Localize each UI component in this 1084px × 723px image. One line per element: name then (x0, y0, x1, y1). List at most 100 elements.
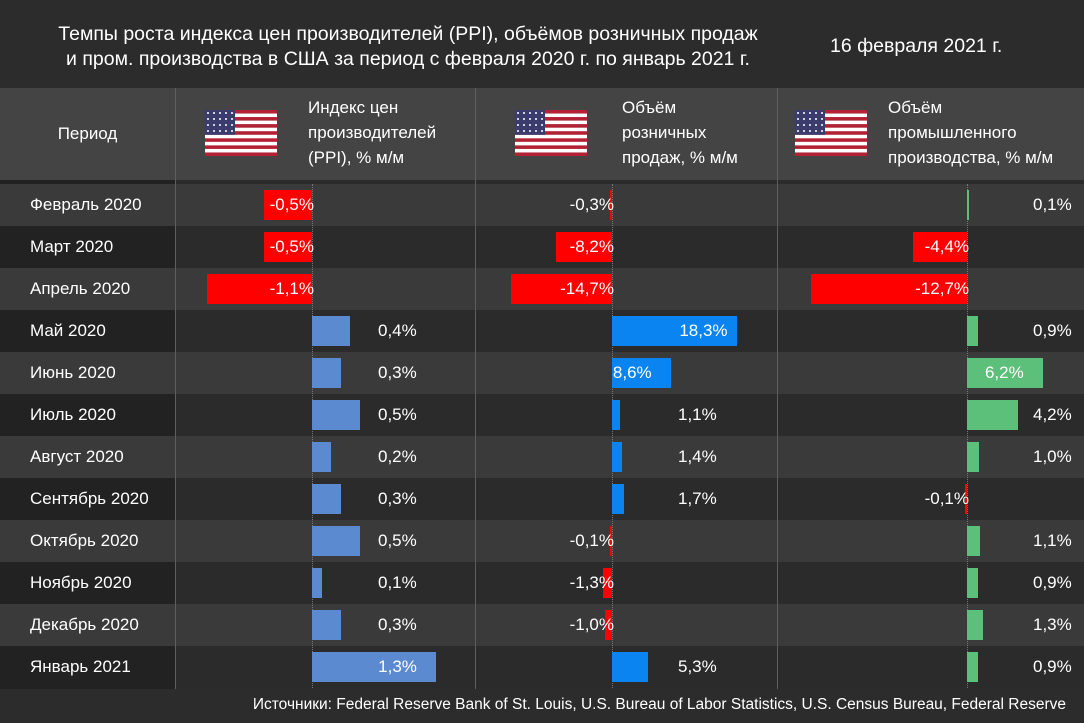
value-label: 0,1% (1033, 195, 1072, 214)
value-label: 0,2% (378, 447, 417, 466)
value-label: 1,3% (1033, 615, 1072, 634)
source-note: Источники: Federal Reserve Bank of St. L… (252, 696, 1066, 713)
bar-retail (555, 232, 612, 262)
bar-retail (612, 442, 622, 472)
bar-industrial (967, 442, 980, 472)
value-label: -14,7% (560, 279, 614, 298)
value-label: -0,3% (569, 195, 614, 214)
bar-retail (609, 190, 612, 220)
bar-industrial (967, 358, 1043, 388)
bar-retail (603, 568, 612, 598)
value-label: 6,2% (984, 363, 1024, 382)
bar-retail (612, 484, 624, 514)
bar-ppi (264, 190, 312, 220)
value-label: 1,4% (678, 447, 717, 466)
bar-industrial (811, 274, 967, 304)
value-label: 1,3% (378, 657, 417, 676)
value-label: -8,2% (569, 237, 614, 256)
value-label: 0,9% (1033, 321, 1072, 340)
bar-retail (612, 652, 649, 682)
bar-retail (612, 358, 671, 388)
date-label: 16 февраля 2021 г. (830, 35, 1003, 57)
row-label: Март 2020 (30, 237, 114, 256)
column-separator (777, 88, 778, 689)
row-label: Ноябрь 2020 (30, 573, 132, 592)
bar-industrial (967, 610, 983, 640)
bar-ppi (312, 610, 341, 640)
row-band (0, 352, 1084, 394)
title-line-1: Темпы роста индекса цен производителей (… (58, 23, 758, 45)
row-label: Май 2020 (30, 321, 106, 340)
bar-ppi (312, 652, 437, 682)
column-header-ppi: производителей (308, 123, 437, 142)
bar-industrial (967, 400, 1019, 430)
row-band (0, 520, 1084, 562)
value-label: -0,1% (569, 531, 614, 550)
row-label: Сентябрь 2020 (30, 489, 149, 508)
row-band (0, 436, 1084, 478)
value-label: 0,5% (378, 531, 417, 550)
value-label: -12,7% (915, 279, 969, 298)
value-label: 1,0% (1033, 447, 1072, 466)
row-label: Февраль 2020 (30, 195, 142, 214)
bar-retail (605, 610, 612, 640)
column-header-ppi: Индекс цен (308, 98, 399, 117)
bar-ppi (312, 568, 322, 598)
row-label: Январь 2021 (30, 657, 131, 676)
bar-ppi (206, 274, 312, 304)
title-bar (0, 0, 1084, 88)
row-label: Апрель 2020 (30, 279, 131, 298)
value-label: 0,1% (378, 573, 417, 592)
column-separator (475, 88, 476, 689)
value-label: -1,0% (569, 615, 614, 634)
row-label: Июнь 2020 (30, 363, 116, 382)
bar-ppi (264, 232, 312, 262)
value-label: -0,1% (924, 489, 969, 508)
bar-industrial (967, 190, 969, 220)
bar-ppi (312, 442, 332, 472)
zero-line-ppi (312, 184, 314, 688)
zero-line-retail (612, 184, 614, 688)
bar-industrial (967, 652, 979, 682)
footer-bar (0, 689, 1084, 723)
zero-line-industrial (967, 184, 969, 688)
period-header: Период (57, 124, 118, 143)
bar-retail (511, 274, 612, 304)
value-label: 4,2% (1033, 405, 1072, 424)
column-header-ppi: (PPI), % м/м (308, 148, 405, 167)
chart-title: Темпы роста индекса цен производителей (… (18, 22, 798, 72)
us-flag-icon (795, 110, 867, 157)
value-label: 0,9% (1033, 657, 1072, 676)
value-label: 1,1% (678, 405, 717, 424)
title-line-2: и пром. производства в США за период с ф… (66, 48, 750, 70)
row-band (0, 184, 1084, 226)
value-label: 18,3% (679, 321, 728, 340)
value-label: -0,5% (269, 195, 314, 214)
value-label: 1,1% (1033, 531, 1072, 550)
us-flag-icon (515, 110, 587, 157)
bar-industrial (967, 526, 981, 556)
bar-ppi (312, 484, 341, 514)
column-separator (175, 88, 176, 689)
value-label: 1,7% (678, 489, 717, 508)
column-header-retail: продаж, % м/м (622, 148, 738, 167)
value-label: -4,4% (924, 237, 969, 256)
value-label: 0,5% (378, 405, 417, 424)
value-label: -1,1% (269, 279, 314, 298)
bar-retail (612, 316, 738, 346)
row-label: Декабрь 2020 (30, 615, 139, 634)
bar-industrial (967, 568, 979, 598)
row-label: Июль 2020 (30, 405, 116, 424)
value-label: 0,3% (378, 615, 417, 634)
bar-industrial (965, 484, 967, 514)
row-label: Октябрь 2020 (30, 531, 139, 550)
column-header-retail: Объём (622, 98, 677, 117)
row-band (0, 604, 1084, 646)
value-label: 0,3% (378, 363, 417, 382)
bar-ppi (312, 526, 360, 556)
bar-industrial (913, 232, 967, 262)
bar-ppi (312, 358, 341, 388)
bar-retail (610, 526, 612, 556)
value-label: 0,4% (378, 321, 417, 340)
us-flag-icon (205, 110, 277, 157)
